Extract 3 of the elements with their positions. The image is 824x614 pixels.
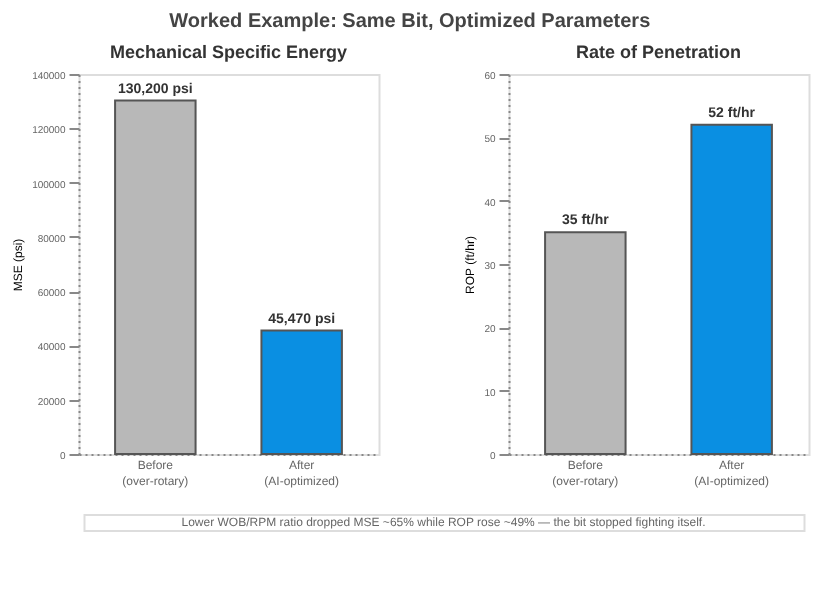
chart-title: Rate of Penetration (575, 42, 742, 62)
chart-title: Mechanical Specific Energy (109, 42, 348, 62)
text: Worked Example: Same Bit, Optimized Parameters (169, 11, 652, 33)
